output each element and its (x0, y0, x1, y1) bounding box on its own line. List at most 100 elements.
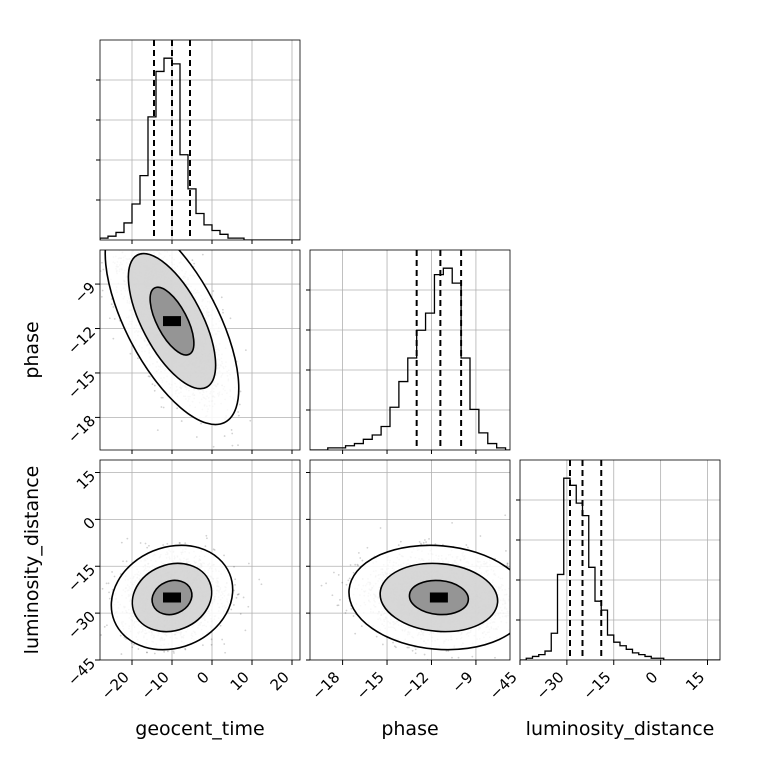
sample-point (166, 242, 168, 244)
sample-point (148, 375, 151, 378)
sample-point (131, 246, 133, 248)
sample-point (101, 289, 104, 292)
sample-point (160, 231, 162, 233)
sample-point (212, 548, 215, 551)
sample-point (146, 651, 148, 654)
density-peak (163, 316, 181, 327)
sample-point (122, 216, 124, 218)
sample-point (109, 245, 111, 247)
histogram-luminosity_distance (520, 460, 720, 660)
sample-point (87, 226, 89, 228)
sample-point (109, 222, 111, 224)
sample-point (160, 396, 163, 399)
sample-point (144, 245, 146, 247)
sample-point (107, 210, 109, 212)
sample-point (126, 247, 128, 249)
sample-point (97, 602, 99, 604)
sample-point (154, 247, 156, 249)
sample-point (127, 212, 129, 214)
sample-point (133, 238, 135, 240)
sample-point (181, 216, 183, 218)
sample-point (162, 216, 164, 218)
density-geocent_time-luminosity_distance (93, 460, 300, 671)
sample-point (162, 406, 165, 409)
sample-point (229, 317, 232, 320)
sample-point (213, 549, 216, 551)
sample-point (163, 246, 165, 248)
sample-point (93, 562, 95, 564)
sample-point (137, 648, 140, 650)
sample-point (145, 651, 148, 654)
sample-point (113, 317, 116, 320)
sample-point (123, 214, 125, 216)
sample-point (156, 429, 159, 431)
panel-frame (99, 249, 301, 451)
sample-point (133, 223, 135, 225)
sample-point (110, 229, 112, 231)
sample-point (129, 228, 131, 230)
sample-point (143, 234, 145, 236)
sample-point (100, 634, 102, 636)
sample-point (112, 207, 114, 209)
sample-point (210, 643, 213, 646)
sample-point (223, 554, 225, 557)
sample-point (105, 582, 108, 585)
sample-point (111, 571, 113, 573)
sample-point (131, 646, 134, 649)
sample-point (178, 542, 181, 544)
sample-point (115, 246, 117, 248)
sample-point (124, 245, 126, 247)
sample-point (223, 435, 226, 437)
sample-point (156, 233, 158, 235)
sample-point (235, 596, 238, 599)
sample-point (179, 542, 181, 544)
sample-point (118, 197, 120, 199)
sample-point (184, 542, 187, 545)
sample-point (141, 214, 143, 216)
sample-point (173, 652, 175, 654)
sample-point (195, 436, 198, 438)
sample-point (224, 651, 227, 654)
sample-point (112, 337, 115, 340)
sample-point (122, 247, 124, 249)
sample-point (129, 236, 131, 238)
sample-point (120, 541, 123, 544)
sample-point (239, 613, 242, 615)
sample-point (158, 226, 160, 228)
histogram-geocent_time (100, 40, 300, 240)
sample-point (127, 225, 129, 227)
sample-point (221, 308, 224, 311)
sample-point (168, 236, 170, 238)
sample-point (173, 669, 175, 671)
sample-point (108, 597, 111, 600)
sample-point (147, 375, 150, 378)
sample-point (144, 241, 146, 243)
sample-point (237, 414, 240, 417)
sample-point (126, 537, 129, 540)
sample-point (201, 644, 204, 647)
sample-point (134, 245, 136, 247)
panel-frame (309, 249, 511, 451)
sample-point (162, 544, 165, 546)
panel-frame (99, 39, 301, 241)
sample-point (164, 660, 166, 662)
sample-point (111, 247, 113, 249)
sample-point (145, 236, 147, 238)
sample-point (128, 233, 130, 235)
sample-point (155, 223, 157, 225)
sample-point (239, 390, 242, 393)
sample-point (140, 246, 142, 248)
sample-point (193, 262, 196, 265)
sample-point (184, 647, 187, 650)
sample-point (84, 229, 86, 231)
sample-point (96, 279, 98, 281)
sample-point (237, 593, 240, 596)
sample-point (232, 604, 235, 606)
sample-point (234, 578, 237, 581)
sample-point (162, 228, 164, 230)
panel-frame (519, 459, 721, 661)
sample-point (163, 650, 166, 653)
sample-point (225, 456, 227, 458)
sample-point (97, 214, 99, 216)
sample-point (234, 583, 236, 586)
